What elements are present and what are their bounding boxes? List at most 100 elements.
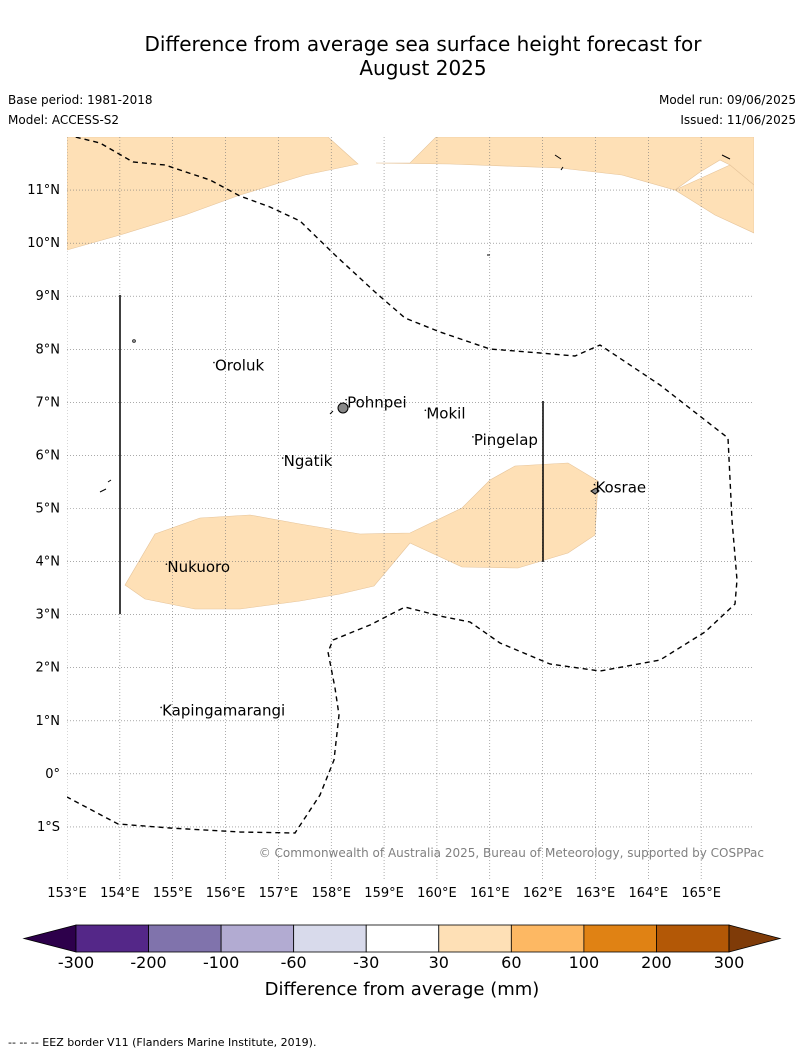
pohnpei-island: [337, 402, 349, 414]
small-island-1: [132, 339, 136, 343]
colorbar-swatch: [365, 924, 440, 953]
latitude-tick-label: 6°N: [36, 448, 61, 463]
place-mokil: Mokil: [424, 404, 465, 422]
place-marker: [213, 361, 215, 364]
colorbar-swatches: [22, 924, 782, 953]
place-marker: [165, 563, 168, 565]
chart-title: Difference from average sea surface heig…: [0, 32, 804, 80]
latitude-tick-label: 11°N: [27, 183, 60, 198]
colorbar-swatch: [75, 924, 149, 953]
place-kosrae: Kosrae: [593, 479, 646, 497]
place-marker: [281, 457, 284, 459]
latitude-tick-label: 7°N: [36, 395, 61, 410]
small-island-4: [554, 154, 562, 160]
latitude-tick-label: 1°N: [36, 714, 61, 729]
longitude-tick-label: 164°E: [629, 886, 669, 901]
colorbar-tick-label: -30: [353, 953, 379, 972]
place-marker: [160, 706, 162, 709]
latitude-tick-labels: 11°N 10°N 9°N 8°N 7°N 6°N 5°N 4°N 3°N 2°N 1°N 0° 1°S: [27, 183, 60, 835]
colorbar-swatch: [148, 924, 222, 953]
longitude-tick-label: 161°E: [470, 886, 510, 901]
longitude-tick-label: 155°E: [153, 886, 193, 901]
colorbar-over-arrow: [728, 924, 782, 953]
place-pohnpei: Pohnpei: [345, 394, 407, 412]
longitude-tick-label: 165°E: [681, 886, 721, 901]
place-kapingamarangi: Kapingamarangi: [160, 701, 285, 719]
longitude-tick-label: 160°E: [417, 886, 457, 901]
colorbar-labels: -300 -200 -100 -60 -30 30 60 100 200 300: [58, 953, 744, 972]
kosrae-island: [590, 487, 600, 495]
longitude-tick-label: 158°E: [311, 886, 351, 901]
title-line-2: August 2025: [359, 56, 487, 80]
place-marker: [424, 409, 427, 412]
colorbar-swatch: [583, 924, 657, 953]
latitude-tick-label: 1°S: [37, 820, 60, 835]
copyright-notice: © Commonwealth of Australia 2025, Bureau…: [259, 846, 764, 860]
small-island-5: [560, 166, 564, 171]
place-nukuoro: Nukuoro: [165, 558, 230, 576]
eez-footnote: -- -- -- EEZ border V11 (Flanders Marine…: [8, 1036, 317, 1049]
place-labels: Oroluk Pohnpei Mokil Pingelap Ngatik Kosrae Nu…: [160, 357, 646, 719]
place-name: Pingelap: [474, 431, 538, 449]
anomaly-region-northeast-bottom: [674, 164, 754, 234]
colorbar-swatch: [293, 924, 367, 953]
place-marker: [345, 398, 347, 401]
anomaly-region-central: [124, 462, 599, 610]
colorbar-tick-label: -60: [281, 953, 307, 972]
colorbar-under-arrow: [22, 924, 77, 953]
small-island-3: [107, 479, 112, 483]
colorbar-swatch: [656, 924, 730, 953]
longitude-tick-label: 154°E: [100, 886, 140, 901]
latitude-tick-label: 8°N: [36, 342, 61, 357]
place-name: Kosrae: [595, 479, 646, 497]
latitude-tick-label: 0°: [45, 767, 60, 782]
colorbar-swatch: [220, 924, 295, 953]
model-label: Model: ACCESS-S2: [8, 113, 120, 127]
place-name: Mokil: [426, 404, 465, 422]
anomaly-region-northwest: [67, 137, 359, 251]
place-ngatik: Ngatik: [281, 452, 333, 470]
latitude-tick-label: 10°N: [27, 236, 60, 251]
small-island-8: [329, 410, 334, 415]
latitude-tick-label: 3°N: [36, 608, 61, 623]
latitude-tick-label: 5°N: [36, 502, 61, 517]
place-name: Pohnpei: [347, 394, 407, 412]
eez-border-north: [67, 137, 738, 834]
longitude-tick-label: 157°E: [259, 886, 299, 901]
anomaly-region-northeast: [375, 137, 754, 191]
colorbar-tick-label: 60: [501, 953, 521, 972]
colorbar-tick-label: 300: [714, 953, 745, 972]
longitude-tick-label: 159°E: [364, 886, 404, 901]
latitude-tick-label: 4°N: [36, 555, 61, 570]
colorbar-tick-label: -300: [58, 953, 94, 972]
latitude-tick-label: 9°N: [36, 289, 61, 304]
small-island-6: [721, 154, 731, 160]
longitude-tick-labels: 153°E 154°E 155°E 156°E 157°E 158°E 159°E 160°E…: [47, 886, 721, 901]
small-island-2: [99, 488, 107, 493]
place-marker: [472, 436, 474, 438]
place-name: Nukuoro: [167, 558, 230, 576]
longitude-tick-label: 163°E: [576, 886, 616, 901]
issued-label: Issued: 11/06/2025: [680, 113, 796, 127]
model-run-label: Model run: 09/06/2025: [658, 93, 796, 107]
title-line-1: Difference from average sea surface heig…: [144, 32, 702, 56]
colorbar-tick-label: 30: [429, 953, 449, 972]
place-name: Ngatik: [284, 452, 333, 470]
colorbar-tick-label: 200: [641, 953, 672, 972]
map-area: [67, 137, 754, 880]
place-name: Kapingamarangi: [162, 701, 285, 719]
longitude-tick-label: 153°E: [47, 886, 87, 901]
place-pingelap: Pingelap: [472, 431, 538, 449]
longitude-tick-label: 162°E: [523, 886, 563, 901]
longitude-tick-label: 156°E: [206, 886, 246, 901]
place-marker: [593, 483, 596, 486]
colorbar-tick-label: 100: [569, 953, 600, 972]
base-period-label: Base period: 1981-2018: [8, 93, 153, 107]
colorbar-tick-label: -200: [130, 953, 166, 972]
colorbar-tick-label: -100: [203, 953, 239, 972]
colorbar: -300 -200 -100 -60 -30 30 60 100 200 300 Differen…: [22, 924, 782, 1000]
latitude-tick-label: 2°N: [36, 661, 61, 676]
colorbar-swatch: [510, 924, 585, 953]
colorbar-swatch: [438, 924, 512, 953]
